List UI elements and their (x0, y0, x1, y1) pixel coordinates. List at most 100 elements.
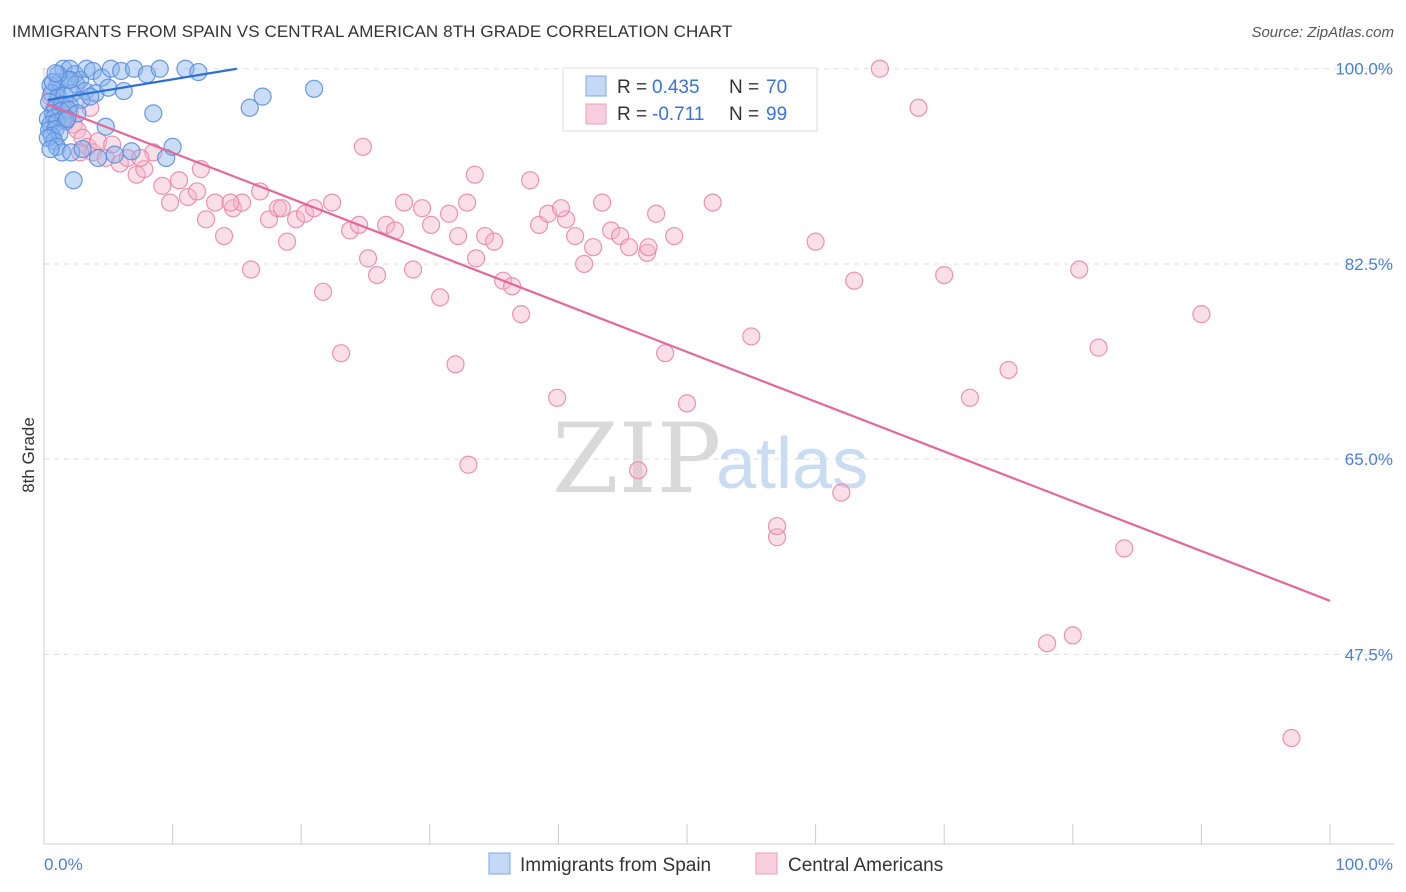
central-americans-point (394, 193, 414, 212)
watermark: ZIP atlas (552, 403, 868, 515)
y-tick-label-2: 65.0% (1345, 450, 1393, 469)
immigrants-from-spain-point (41, 139, 60, 159)
y-tick-label-1: 82.5% (1345, 255, 1393, 274)
central-americans-point (638, 243, 657, 262)
immigrants-from-spain-point (46, 64, 65, 83)
source-label: Source: ZipAtlas.com (1251, 24, 1394, 41)
central-americans-point (448, 226, 468, 246)
central-americans-point (703, 193, 722, 212)
central-americans-point (205, 193, 225, 212)
central-americans-point (286, 210, 306, 229)
central-americans-point (767, 516, 787, 536)
immigrants-from-spain-point (81, 87, 100, 106)
legend-r-value-blue: 0.435 (652, 77, 700, 98)
immigrants-from-spain-point (105, 145, 124, 164)
immigrants-from-spain-point (73, 139, 92, 159)
bottom-legend-swatch-pink (755, 852, 778, 875)
x-tick-label-right: 100.0% (1335, 855, 1393, 874)
central-americans-point (639, 238, 658, 257)
central-americans-point (131, 148, 150, 168)
x-tick-labels: 0.0% 100.0% (44, 855, 1393, 874)
legend-r-label-blue: R = (617, 77, 647, 98)
central-americans-point (629, 461, 648, 480)
central-americans-point (135, 160, 154, 179)
y-tick-label-0: 100.0% (1335, 60, 1393, 79)
immigrants-from-spain-point (122, 142, 141, 161)
legend-swatch-pink (585, 103, 607, 125)
immigrants-from-spain-point (99, 78, 118, 97)
central-americans-point (367, 265, 387, 285)
immigrants-from-spain-point (61, 143, 81, 162)
central-americans-point (870, 59, 890, 78)
central-americans-point (485, 232, 504, 251)
central-americans-point (999, 360, 1018, 380)
central-americans-point (665, 226, 684, 246)
immigrants-from-spain-point (150, 59, 169, 78)
central-americans-point (620, 238, 639, 257)
axes (43, 68, 1394, 845)
central-americans-point (459, 455, 478, 474)
immigrants-from-spain-point (114, 81, 133, 101)
central-americans-point (1070, 260, 1089, 279)
central-americans-point (313, 282, 333, 301)
central-americans-point (1282, 728, 1301, 748)
central-americans-point (331, 344, 351, 363)
grid-lines (44, 68, 1394, 655)
central-americans-point (1037, 634, 1057, 653)
central-americans-point (647, 204, 666, 223)
central-americans-point (806, 232, 825, 251)
bottom-legend-label-blue: Immigrants from Spain (520, 855, 711, 876)
immigrants-from-spain-point (144, 104, 163, 123)
central-americans-point (845, 271, 864, 290)
central-americans-point (551, 199, 571, 218)
legend-n-label-pink: N = (729, 104, 759, 125)
central-americans-point (412, 199, 432, 218)
central-americans-point (353, 137, 373, 156)
central-americans-point (403, 260, 423, 279)
central-americans-point (446, 355, 465, 374)
central-americans-point (376, 215, 396, 235)
central-americans-point (566, 226, 585, 246)
immigrants-from-spain-point (304, 79, 324, 98)
legend-box: R = 0.435 N = 70 R = -0.711 N = 99 (562, 67, 818, 132)
central-americans-point (512, 305, 531, 324)
central-americans-point (160, 193, 180, 212)
y-axis-label: 8th Grade (19, 417, 38, 493)
central-americans-point (466, 249, 486, 268)
central-americans-point (430, 288, 450, 307)
central-americans-point (439, 204, 459, 223)
central-americans-point (187, 182, 207, 201)
central-americans-point (909, 98, 928, 117)
central-americans-point (221, 193, 240, 212)
central-americans-point (584, 238, 603, 257)
central-americans-point (358, 249, 378, 268)
central-americans-point (465, 165, 484, 184)
bottom-legend-swatch-blue (488, 852, 511, 875)
central-americans-point (421, 215, 441, 235)
central-americans-point (457, 193, 477, 212)
bottom-legend-label-pink: Central Americans (788, 855, 943, 876)
central-americans-point (295, 204, 315, 223)
central-americans-point (1063, 626, 1082, 645)
central-americans-point (656, 344, 675, 363)
immigrants-from-spain-point (88, 148, 108, 168)
central-americans-point (241, 260, 261, 279)
immigrants-from-spain-point (64, 171, 83, 190)
chart-title: IMMIGRANTS FROM SPAIN VS CENTRAL AMERICA… (12, 22, 733, 41)
watermark-zip: ZIP (552, 403, 721, 515)
y-tick-label-3: 47.5% (1345, 645, 1393, 664)
central-americans-point (960, 388, 980, 407)
central-americans-point (153, 176, 172, 195)
central-americans-point (277, 232, 297, 251)
y-tick-labels: 100.0% 82.5% 65.0% 47.5% (1335, 60, 1393, 665)
x-tick-label-left: 0.0% (44, 855, 83, 874)
trend-lines (47, 67, 1331, 602)
immigrants-from-spain-point (240, 98, 259, 117)
central-americans-point (602, 221, 621, 240)
central-americans-point (521, 171, 540, 190)
legend-n-label-blue: N = (729, 77, 759, 98)
bottom-legend: Immigrants from Spain Central Americans (488, 852, 943, 876)
central-americans-point (1115, 539, 1134, 558)
central-americans-point (548, 388, 567, 407)
